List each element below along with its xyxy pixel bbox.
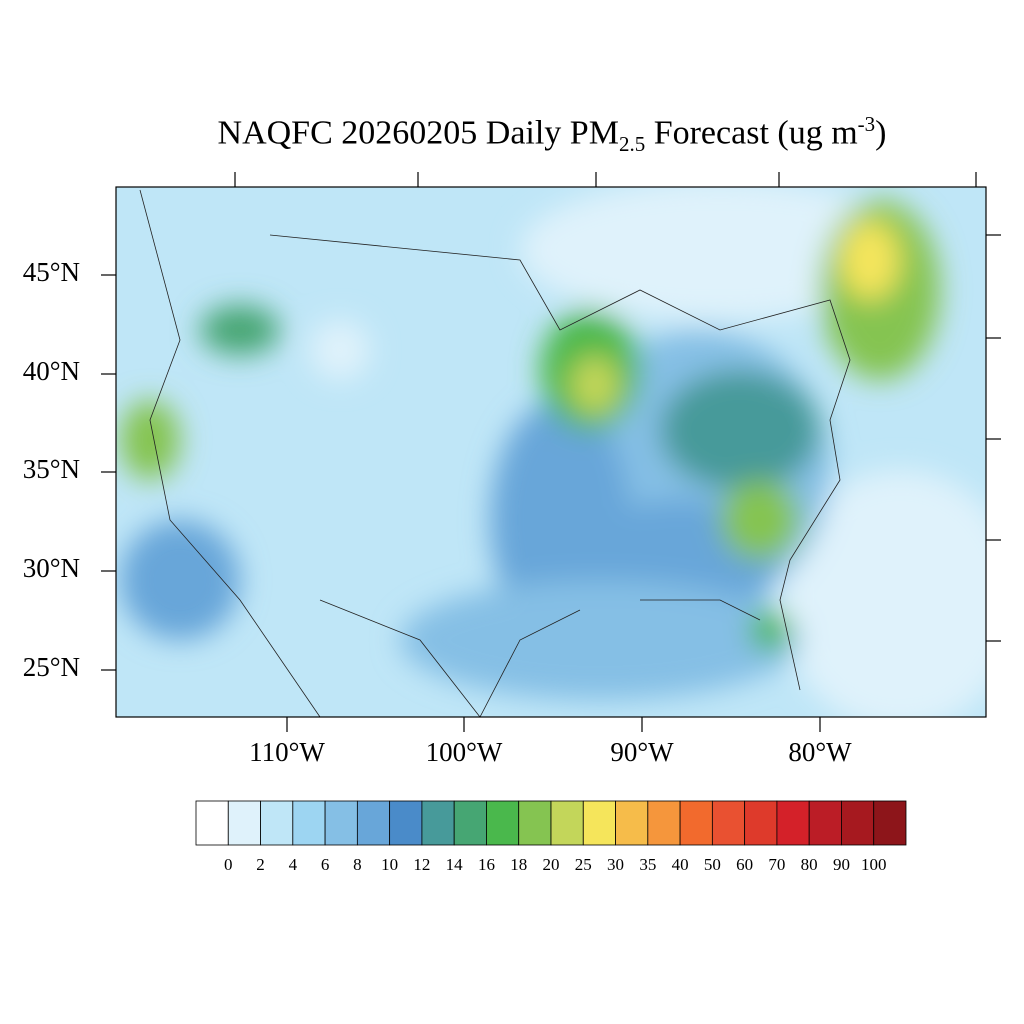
colorbar-box xyxy=(841,800,875,846)
colorbar-label: 6 xyxy=(321,855,330,874)
colorbar-box xyxy=(647,800,681,846)
pm25-field xyxy=(116,187,986,717)
colorbar-box xyxy=(776,800,810,846)
colorbar-box xyxy=(873,800,907,846)
frame-ticks xyxy=(101,172,1001,732)
title: NAQFC 20260205 Daily PM2.5 Forecast (ug … xyxy=(0,112,1024,157)
colorbar-box xyxy=(195,800,229,846)
colorbar-box xyxy=(518,800,552,846)
colorbar-label: 60 xyxy=(736,855,753,874)
colorbar-box xyxy=(324,800,358,846)
colorbar-label: 14 xyxy=(446,855,464,874)
colorbar-label: 70 xyxy=(768,855,785,874)
colorbar-box xyxy=(744,800,778,846)
map-frame xyxy=(115,186,987,718)
colorbar-label: 100 xyxy=(861,855,887,874)
colorbar-label: 0 xyxy=(224,855,233,874)
colorbar-label: 50 xyxy=(704,855,721,874)
colorbar-box xyxy=(356,800,391,846)
colorbar-label: 40 xyxy=(672,855,689,874)
colorbar-label: 18 xyxy=(510,855,527,874)
colorbar-box xyxy=(582,800,616,846)
colorbar-box xyxy=(486,800,520,846)
lon-label: 110°W xyxy=(249,737,325,767)
lat-label: 30°N xyxy=(23,553,80,583)
lon-label: 80°W xyxy=(788,737,852,767)
colorbar-label: 20 xyxy=(543,855,560,874)
colorbar-label: 8 xyxy=(353,855,362,874)
lat-label: 35°N xyxy=(23,454,80,484)
colorbar-label: 25 xyxy=(575,855,592,874)
colorbar-box xyxy=(615,800,649,846)
lon-label: 100°W xyxy=(426,737,503,767)
title-text: NAQFC 20260205 Daily PM xyxy=(217,114,619,152)
lat-label: 25°N xyxy=(23,652,80,682)
colorbar-label: 16 xyxy=(478,855,495,874)
colorbar-label: 12 xyxy=(413,855,430,874)
colorbar-label: 2 xyxy=(256,855,265,874)
colorbar-box xyxy=(550,800,584,846)
title-text: ) xyxy=(875,114,887,152)
colorbar-box xyxy=(227,800,261,846)
title-text: Forecast (ug m xyxy=(645,114,858,152)
lat-label: 40°N xyxy=(23,356,80,386)
title-superscript: -3 xyxy=(857,112,876,136)
colorbar-label: 4 xyxy=(289,855,298,874)
colorbar-box xyxy=(389,800,423,846)
lat-label: 45°N xyxy=(23,257,80,287)
colorbar-box xyxy=(421,800,455,846)
colorbar-box xyxy=(453,800,487,846)
colorbar-box xyxy=(679,800,713,846)
title-subscript: 2.5 xyxy=(618,132,646,157)
colorbar-box xyxy=(808,800,842,846)
colorbar-label: 80 xyxy=(801,855,818,874)
colorbar-box xyxy=(292,800,326,846)
colorbar-box xyxy=(711,800,746,846)
lon-label: 90°W xyxy=(610,737,674,767)
colorbar-label: 10 xyxy=(381,855,398,874)
colorbar-box xyxy=(260,800,294,846)
colorbar-label: 90 xyxy=(833,855,850,874)
colorbar-label: 30 xyxy=(607,855,624,874)
colorbar-label: 35 xyxy=(639,855,656,874)
